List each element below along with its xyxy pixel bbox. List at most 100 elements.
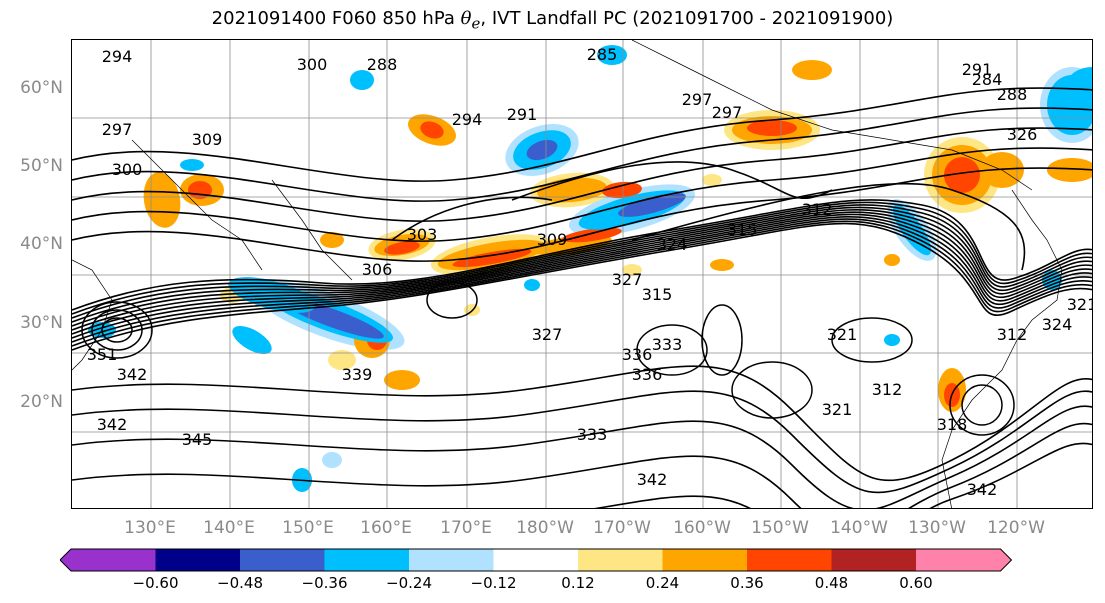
colorbar-tick-label: −0.24	[386, 574, 432, 592]
lat-label: 60°N	[20, 78, 63, 98]
contour-label: 326	[1007, 125, 1038, 144]
lat-label: 30°N	[20, 313, 63, 333]
pc-shading-patch	[702, 174, 722, 186]
colorbar-tick-label: 0.60	[899, 574, 933, 592]
theta-e-contours	[72, 87, 1092, 508]
theta-e-contour	[72, 222, 1092, 351]
contour-label: 321	[822, 400, 853, 419]
map-panel: 294 300 288 285 297 294 291 309 300 297 303 309 306 3…	[71, 39, 1093, 509]
theta-e-contour	[72, 216, 1092, 339]
pc-shading-patch	[792, 60, 832, 80]
contour-label: 336	[622, 345, 653, 364]
colorbar-extend-low	[60, 549, 156, 571]
pc-shading-patch	[384, 241, 420, 255]
theta-e-contour	[949, 374, 1015, 436]
colorbar-tick-label: 0.36	[730, 574, 764, 592]
theta-e-contour	[72, 201, 1092, 315]
theta-e-contour	[511, 161, 833, 201]
theta-subscript: e	[471, 14, 481, 33]
colorbar-segment	[409, 549, 494, 571]
contour-label: 321	[1067, 295, 1093, 314]
title-prefix: 2021091400 F060 850 hPa	[211, 8, 461, 29]
map-canvas: 294 300 288 285 297 294 291 309 300 297 303 309 306 3…	[72, 40, 1093, 508]
theta-e-contour	[72, 405, 1092, 508]
theta-e-contour	[72, 208, 1092, 327]
contour-label: 342	[637, 470, 668, 489]
contour-label: 312	[997, 325, 1028, 344]
pc-shading-patch	[562, 227, 622, 243]
contour-label: 336	[632, 365, 663, 384]
theta-e-contour	[72, 127, 1092, 222]
lon-label: 120°W	[987, 518, 1045, 538]
theta-e-contour	[101, 317, 133, 343]
contour-label: 300	[297, 55, 328, 74]
theta-e-contour	[701, 304, 743, 376]
theta-e-contour	[72, 218, 1092, 343]
contour-label: 294	[452, 110, 483, 129]
graticule	[72, 40, 1092, 508]
colorbar-tick-label: 0.24	[645, 574, 680, 592]
contour-label: 345	[182, 430, 213, 449]
contour-labels: 294 300 288 285 297 294 291 309 300 297 303 309 306 3…	[87, 45, 1093, 499]
contour-label: 303	[407, 225, 438, 244]
contour-label: 327	[532, 325, 563, 344]
colorbar-tick-label: −0.36	[301, 574, 348, 592]
title-suffix: , IVT Landfall PC (2021091700 - 20210919…	[480, 8, 894, 29]
pc-shading-patch	[180, 159, 204, 171]
theta-e-contour	[631, 182, 1026, 271]
contour-label: 294	[102, 47, 133, 66]
contour-label: 312	[802, 200, 833, 219]
contour-label: 324	[657, 235, 688, 254]
pc-shading-patch	[747, 120, 797, 136]
lon-label: 130°W	[908, 518, 966, 538]
pc-shading-patch	[884, 334, 900, 346]
colorbar-outline	[60, 548, 1013, 572]
contour-label: 324	[1042, 315, 1073, 334]
lat-label: 20°N	[20, 392, 63, 412]
colorbar-segment	[578, 549, 663, 571]
contour-label: 333	[577, 425, 608, 444]
lon-label: 160°W	[673, 518, 731, 538]
pc-shading-patch	[350, 70, 374, 90]
contour-label: 309	[537, 230, 568, 249]
contour-label: 284	[972, 70, 1003, 89]
colorbar-segment	[831, 549, 917, 571]
contour-label: 297	[682, 90, 713, 109]
pc-shading-patch	[597, 45, 627, 65]
lon-label: 130°E	[124, 518, 176, 538]
pc-shading-patch	[420, 121, 444, 139]
contour-label: 300	[112, 160, 143, 179]
colorbar-tick-label: 0.48	[814, 574, 849, 592]
theta-e-contour	[91, 309, 143, 351]
contour-label: 315	[727, 220, 758, 239]
contour-label: 291	[507, 105, 538, 124]
colorbar	[60, 548, 1013, 572]
theta-e-contour	[961, 384, 1003, 426]
contour-label: 339	[342, 365, 373, 384]
theta-e-contour	[72, 390, 1092, 494]
contour-label: 297	[102, 120, 133, 139]
theta-e-contour	[636, 324, 708, 376]
colorbar-tick-label: 0.12	[561, 574, 595, 592]
theta-e-contour	[72, 422, 1092, 508]
map-title: 2021091400 F060 850 hPa θe, IVT Landfall…	[0, 8, 1105, 33]
theta-e-contour	[831, 317, 913, 363]
pc-shading-patch	[884, 254, 900, 266]
colorbar-segment	[324, 549, 410, 571]
pc-shading-patch	[322, 452, 342, 468]
contour-label: 327	[612, 270, 643, 289]
contour-label: 288	[997, 85, 1028, 104]
contour-label: 309	[192, 130, 223, 149]
contour-label: 342	[97, 415, 128, 434]
coastline	[131, 139, 263, 271]
theta-e-contour	[72, 87, 1092, 182]
pc-shading-patch	[328, 350, 356, 370]
pc-shading-patch	[944, 157, 980, 193]
contour-label: 342	[117, 365, 148, 384]
contour-label: 321	[827, 325, 858, 344]
theta-e-contour	[81, 301, 153, 359]
theta-e-contour	[72, 365, 1092, 482]
pc-shading-patch	[537, 177, 607, 203]
pc-shading-patch	[892, 204, 932, 256]
coastline	[271, 179, 353, 281]
